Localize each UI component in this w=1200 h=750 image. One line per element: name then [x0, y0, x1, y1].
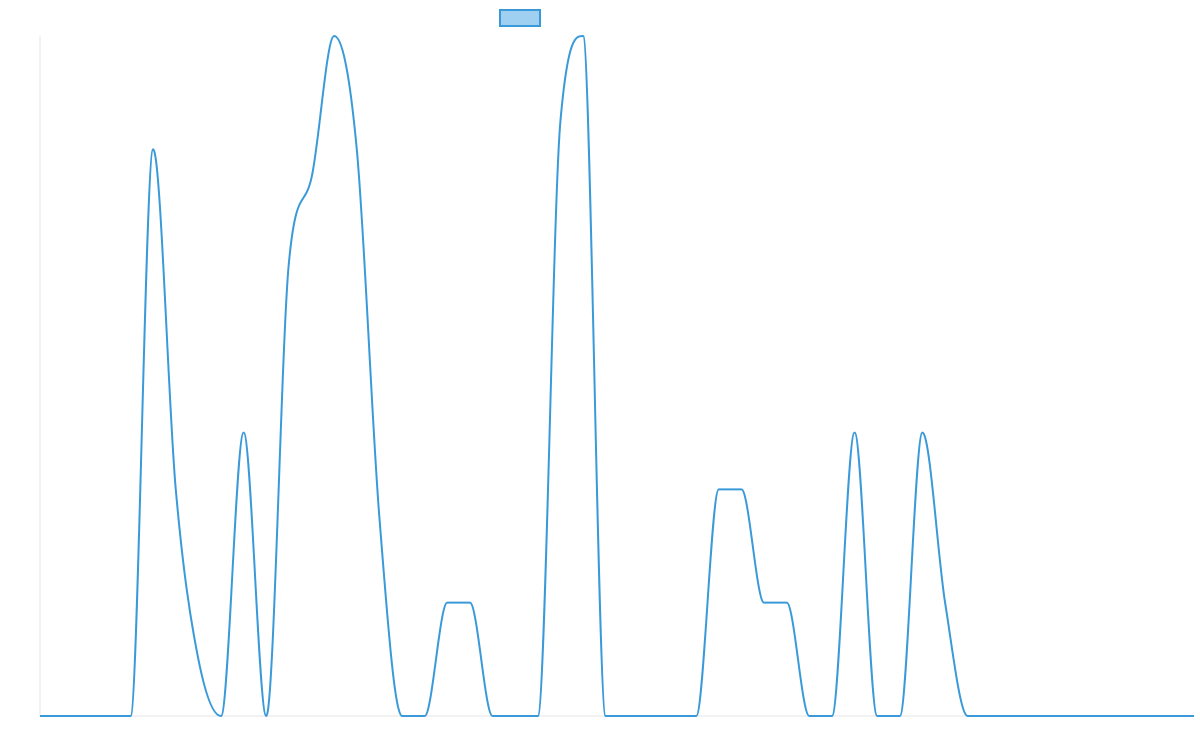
data-point[interactable] [1146, 713, 1152, 719]
data-point[interactable] [716, 486, 722, 492]
data-point[interactable] [173, 486, 179, 492]
series-line [40, 35, 1194, 718]
data-point[interactable] [987, 713, 993, 719]
data-point[interactable] [467, 600, 473, 606]
data-point[interactable] [1010, 713, 1016, 719]
data-point[interactable] [761, 600, 767, 606]
data-point[interactable] [1078, 713, 1084, 719]
data-point[interactable] [376, 515, 382, 521]
data-point[interactable] [852, 430, 858, 436]
data-point[interactable] [671, 713, 677, 719]
data-point[interactable] [309, 175, 315, 181]
data-point[interactable] [806, 713, 812, 719]
data-point[interactable] [218, 713, 224, 719]
data-point[interactable] [603, 713, 609, 719]
data-point[interactable] [1055, 713, 1061, 719]
legend[interactable] [499, 9, 541, 27]
data-point[interactable] [965, 713, 971, 719]
data-point[interactable] [1191, 713, 1197, 719]
data-point[interactable] [263, 713, 269, 719]
data-point[interactable] [738, 486, 744, 492]
data-point[interactable] [919, 430, 925, 436]
data-point[interactable] [241, 430, 247, 436]
data-point[interactable] [580, 33, 586, 39]
data-point[interactable] [557, 118, 563, 124]
data-point[interactable] [150, 146, 156, 152]
data-point[interactable] [399, 713, 405, 719]
data-point[interactable] [1100, 713, 1106, 719]
data-point[interactable] [784, 600, 790, 606]
data-point[interactable] [625, 713, 631, 719]
data-point[interactable] [829, 713, 835, 719]
data-point[interactable] [195, 656, 201, 662]
data-points [37, 33, 1197, 719]
data-point[interactable] [897, 713, 903, 719]
data-point[interactable] [1123, 713, 1129, 719]
data-point[interactable] [128, 713, 134, 719]
data-point[interactable] [422, 713, 428, 719]
axes [39, 36, 1194, 717]
data-point[interactable] [490, 713, 496, 719]
data-point[interactable] [1168, 713, 1174, 719]
legend-swatch[interactable] [499, 9, 541, 27]
series-layer [40, 35, 1194, 718]
data-point[interactable] [354, 146, 360, 152]
data-point[interactable] [874, 713, 880, 719]
data-point[interactable] [535, 713, 541, 719]
data-point[interactable] [286, 260, 292, 266]
data-point[interactable] [1033, 713, 1039, 719]
data-point[interactable] [693, 713, 699, 719]
data-point[interactable] [512, 713, 518, 719]
data-point[interactable] [942, 600, 948, 606]
data-point[interactable] [331, 33, 337, 39]
data-point[interactable] [37, 713, 43, 719]
data-point[interactable] [444, 600, 450, 606]
data-point[interactable] [648, 713, 654, 719]
